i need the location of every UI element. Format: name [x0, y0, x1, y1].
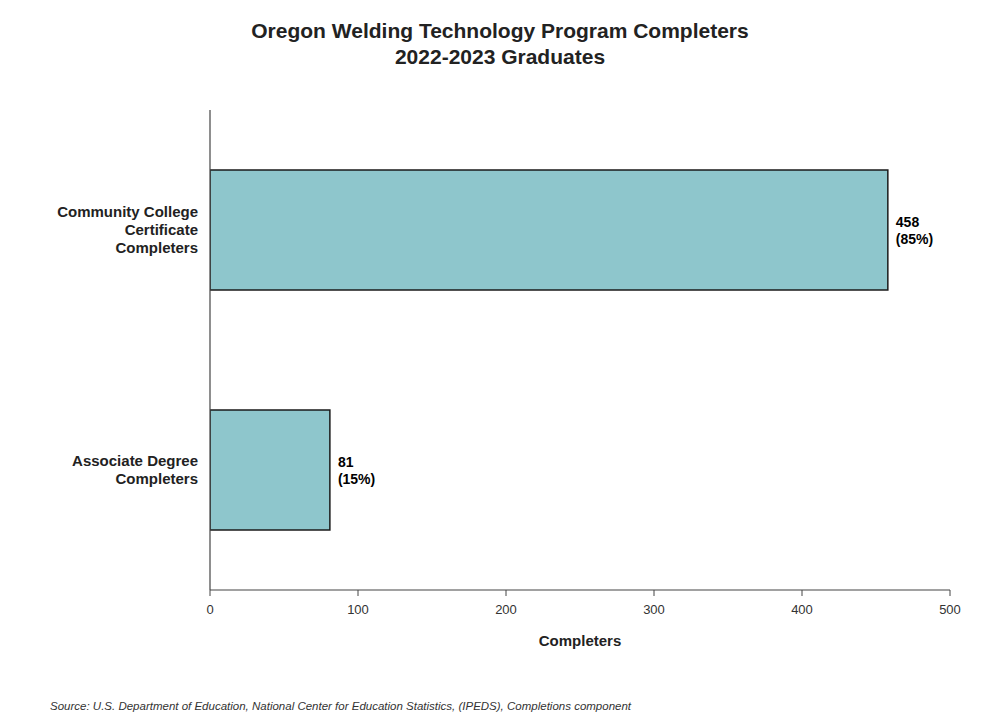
text-line: (85%) [896, 231, 933, 247]
x-tick-label: 100 [347, 602, 369, 617]
x-tick [802, 590, 803, 596]
bar [210, 170, 888, 290]
y-tick-label: Community CollegeCertificateCompleters [57, 203, 198, 256]
x-tick [950, 590, 951, 596]
x-tick-label: 0 [206, 602, 213, 617]
text-line: Completers [115, 470, 198, 487]
y-axis-line [209, 110, 210, 590]
text-line: 458 [896, 214, 920, 230]
data-label: 81(15%) [338, 454, 375, 487]
text-line: Associate Degree [72, 452, 198, 469]
x-tick-label: 400 [791, 602, 813, 617]
x-tick [210, 590, 211, 596]
x-tick-label: 500 [939, 602, 961, 617]
text-line: Oregon Welding Technology Program Comple… [251, 19, 748, 42]
y-tick-label: Associate DegreeCompleters [72, 452, 198, 487]
source-note: Source: U.S. Department of Education, Na… [50, 700, 632, 712]
chart-title: Oregon Welding Technology Program Comple… [251, 19, 748, 68]
x-axis-line [210, 589, 950, 590]
chart-container: Oregon Welding Technology Program Comple… [0, 0, 1000, 724]
x-axis: 0 100 200 300 400 500 [206, 590, 960, 617]
chart-svg: Oregon Welding Technology Program Comple… [0, 0, 1000, 724]
data-labels: 81(15%) 458(85%) [338, 214, 933, 487]
bars [210, 170, 888, 530]
y-axis: Associate DegreeCompletersCommunity Coll… [57, 203, 198, 487]
text-line: 2022-2023 Graduates [395, 45, 605, 68]
background [0, 0, 1000, 724]
x-tick-label: 200 [495, 602, 517, 617]
text-line: Certificate [125, 221, 198, 238]
data-label: 458(85%) [896, 214, 933, 247]
bar [210, 410, 330, 530]
text-line: Completers [115, 239, 198, 256]
text-line: Community College [57, 203, 198, 220]
x-tick-label: 300 [643, 602, 665, 617]
x-tick [506, 590, 507, 596]
text-line: (15%) [338, 471, 375, 487]
text-line: 81 [338, 454, 354, 470]
x-tick [654, 590, 655, 596]
x-tick [358, 590, 359, 596]
x-axis-label: Completers [539, 632, 622, 649]
